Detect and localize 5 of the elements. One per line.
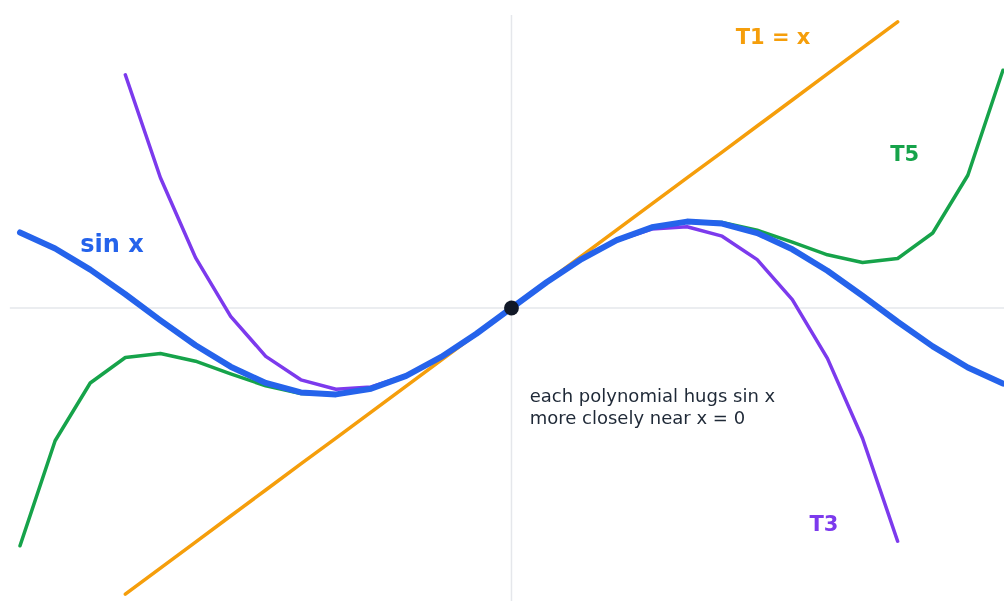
annotation: each polynomial hugs sin x more closely near x = 0 — [529, 385, 776, 429]
series-label: sin x — [80, 230, 145, 259]
text: T5 — [890, 141, 920, 166]
text: T3 — [809, 512, 839, 537]
series-label: T1 = x — [735, 24, 811, 49]
